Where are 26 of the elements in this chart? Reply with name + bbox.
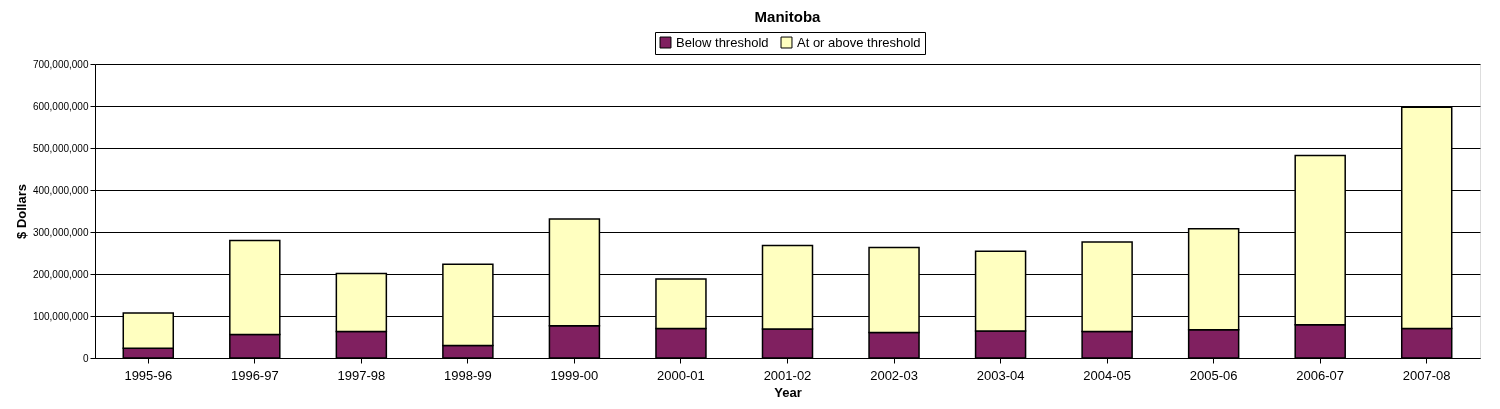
x-tick-label: 2004-05 bbox=[1083, 367, 1131, 383]
x-tick-label: 1996-97 bbox=[230, 367, 279, 383]
x-tick-label: 2003-04 bbox=[976, 367, 1025, 383]
x-tick-label: 2002-03 bbox=[870, 367, 918, 383]
x-tick-label: 2006-07 bbox=[1296, 367, 1345, 383]
y-tick-label: 200,000,000 bbox=[32, 268, 89, 280]
y-tick-label: 500,000,000 bbox=[32, 142, 89, 154]
x-tick-label: 2001-02 bbox=[763, 367, 812, 383]
x-axis-title: Year bbox=[774, 384, 802, 400]
x-tick-label: 1995-96 bbox=[124, 367, 173, 383]
legend-label: Below threshold bbox=[676, 34, 769, 50]
y-tick-label: 600,000,000 bbox=[32, 100, 89, 112]
x-tick-label: 1997-98 bbox=[337, 367, 386, 383]
y-tick-label: 100,000,000 bbox=[32, 310, 89, 322]
x-tick-label: 2005-06 bbox=[1189, 367, 1238, 383]
y-tick-label: 400,000,000 bbox=[32, 184, 89, 196]
x-tick-label: 1999-00 bbox=[550, 367, 599, 383]
y-tick-label: 0 bbox=[82, 352, 89, 364]
y-axis-title: $ Dollars bbox=[13, 184, 29, 239]
y-tick-label: 700,000,000 bbox=[32, 58, 89, 70]
legend-label: At or above threshold bbox=[797, 34, 921, 50]
x-tick-label: 1998-99 bbox=[444, 367, 492, 383]
y-tick-label: 300,000,000 bbox=[32, 226, 89, 238]
x-tick-label: 2000-01 bbox=[657, 367, 705, 383]
chart-title: Manitoba bbox=[754, 8, 822, 25]
x-tick-label: 2007-08 bbox=[1402, 367, 1451, 383]
